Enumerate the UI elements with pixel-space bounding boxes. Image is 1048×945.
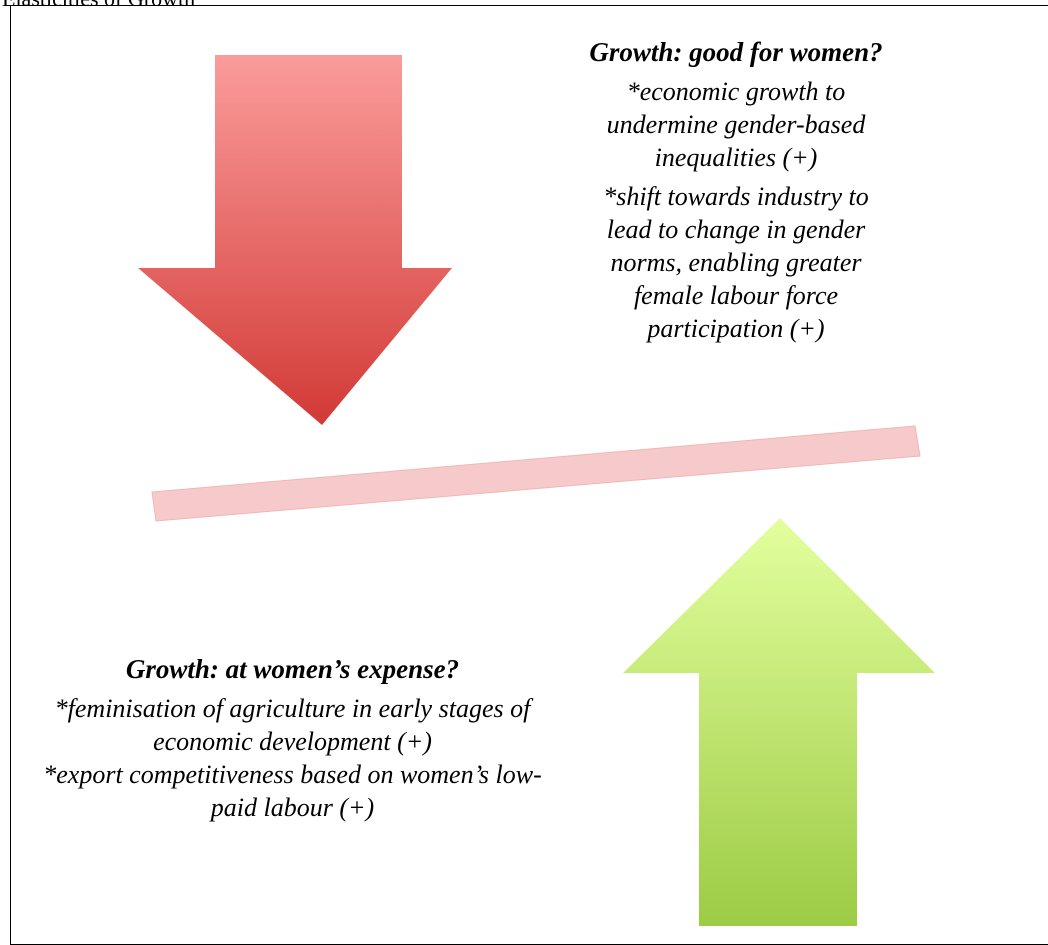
- heading: Growth: good for women?: [589, 37, 883, 67]
- expense-block: Growth: at women’s expense? *feminisatio…: [40, 653, 545, 824]
- heading: Growth: at women’s expense?: [125, 654, 460, 684]
- point: *shift towards industry to lead to chang…: [603, 182, 869, 343]
- point: *feminisation of agriculture in early st…: [54, 694, 531, 756]
- point: *economic growth to undermine gender-bas…: [606, 77, 866, 172]
- up-arrow: [623, 518, 935, 926]
- diagram: [138, 55, 935, 926]
- point: *export competitiveness based on women’s…: [43, 760, 542, 822]
- down-arrow: [138, 55, 452, 425]
- balance-bar: [151, 425, 921, 522]
- good-block: Growth: good for women? *economic growth…: [578, 36, 894, 351]
